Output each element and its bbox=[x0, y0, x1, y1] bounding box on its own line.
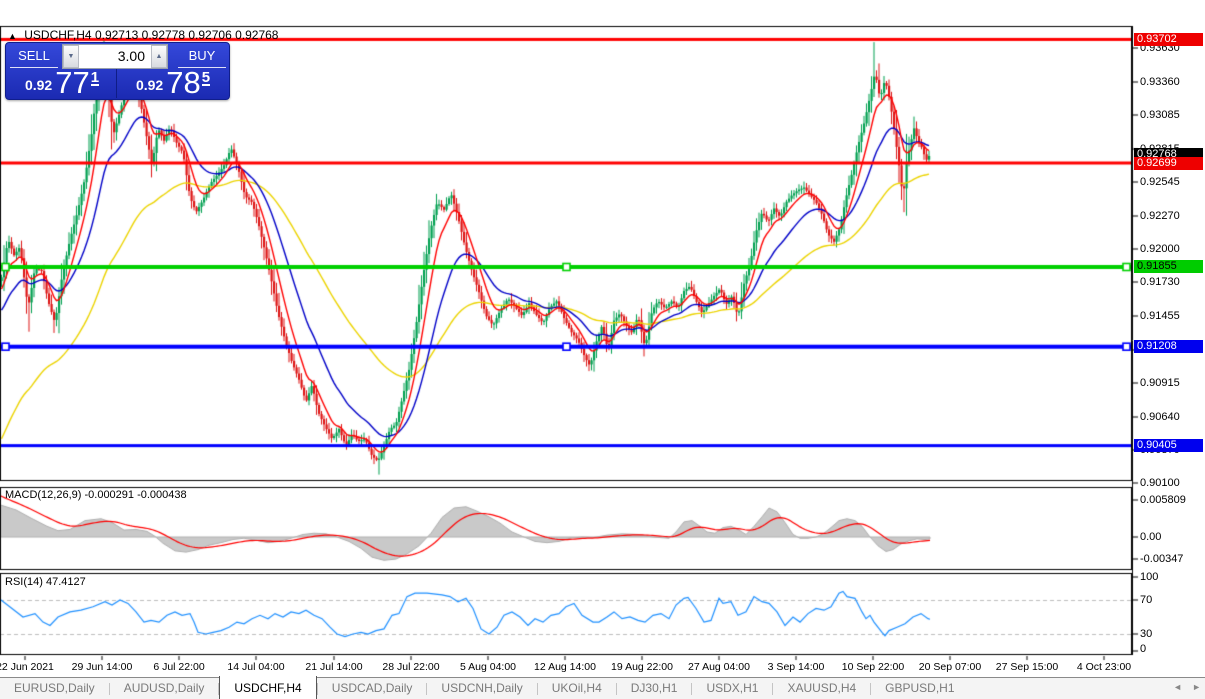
rsi-value: 47.4127 bbox=[45, 576, 86, 588]
macd-signal-value: -0.000438 bbox=[137, 489, 187, 501]
sell-price-display[interactable]: 0.92 77 1 bbox=[8, 65, 117, 100]
rsi-scale-label: 100 bbox=[1140, 571, 1159, 583]
sell-pipette: 1 bbox=[90, 69, 100, 86]
price-tag: 0.92699 bbox=[1134, 156, 1203, 170]
price-axis-tick: 0.92270 bbox=[1140, 209, 1180, 222]
time-axis-label: 4 Oct 23:00 bbox=[1076, 661, 1132, 673]
rsi-scale-label: 70 bbox=[1140, 594, 1153, 606]
time-axis-label: 29 Jun 14:00 bbox=[71, 661, 133, 673]
tab-scroll-controls: ◄ ► bbox=[1173, 682, 1201, 692]
price-tag: 0.91855 bbox=[1134, 260, 1203, 274]
chart-title: ▲ USDCHF,H4 0.92713 0.92778 0.92706 0.92… bbox=[8, 28, 278, 42]
buy-pipette: 5 bbox=[201, 69, 211, 86]
tab-separator bbox=[218, 682, 220, 695]
price-tag: 0.91208 bbox=[1134, 340, 1203, 354]
price-axis-tick: 0.90640 bbox=[1140, 410, 1180, 423]
macd-scale-label: 0.005809 bbox=[1140, 494, 1186, 507]
tab-separator bbox=[108, 682, 110, 695]
time-axis-label: 22 Jun 2021 bbox=[0, 661, 54, 673]
chart-tab-eurusd[interactable]: EURUSD,Daily bbox=[14, 681, 95, 695]
macd-scale-label: -0.00347 bbox=[1140, 552, 1184, 565]
price-tag: 0.90405 bbox=[1134, 439, 1203, 453]
chart-tab-usdcad[interactable]: USDCAD,Daily bbox=[331, 681, 413, 695]
buy-price-display[interactable]: 0.92 78 5 bbox=[118, 65, 228, 100]
tab-separator bbox=[870, 682, 872, 695]
tab-separator bbox=[316, 682, 318, 695]
volume-increase-button[interactable]: ▲ bbox=[151, 45, 167, 68]
time-axis-label: 10 Sep 22:00 bbox=[841, 661, 905, 673]
chart-tab-bar: EURUSD,Daily AUDUSD,Daily USDCHF,H4 USDCAD,… bbox=[0, 676, 1205, 699]
chart-tab-usdcnh[interactable]: USDCNH,Daily bbox=[441, 681, 523, 695]
time-axis-label: 27 Aug 04:00 bbox=[688, 661, 750, 673]
price-axis-tick: 0.93085 bbox=[1140, 109, 1180, 122]
price-tag: 0.93702 bbox=[1134, 32, 1203, 46]
price-axis-tick: 0.90100 bbox=[1140, 477, 1180, 490]
time-axis-label: 28 Jul 22:00 bbox=[382, 661, 440, 673]
tabs-scroll-left-icon[interactable]: ◄ bbox=[1173, 682, 1183, 692]
time-axis-label: 27 Sep 15:00 bbox=[995, 661, 1059, 673]
chart-ohlc-values: 0.92713 0.92778 0.92706 0.92768 bbox=[94, 28, 279, 42]
macd-main-value: -0.000291 bbox=[84, 489, 135, 501]
chart-tab-xauusd[interactable]: XAUUSD,H4 bbox=[787, 681, 857, 695]
time-axis-label: 21 Jul 14:00 bbox=[305, 661, 363, 673]
chart-tab-usdchf[interactable]: USDCHF,H4 bbox=[219, 676, 317, 699]
volume-decrease-button[interactable]: ▼ bbox=[63, 45, 79, 68]
price-axis-tick: 0.90915 bbox=[1140, 376, 1180, 389]
macd-scale-label: 0.00 bbox=[1140, 531, 1162, 543]
volume-spinner: ▼ 3.00 ▲ bbox=[62, 44, 168, 69]
time-axis-label: 6 Jul 22:00 bbox=[153, 661, 205, 673]
tab-separator bbox=[426, 682, 428, 695]
tab-separator bbox=[536, 682, 538, 695]
price-axis-tick: 0.92000 bbox=[1140, 243, 1180, 256]
time-axis-label: 12 Aug 14:00 bbox=[534, 661, 596, 673]
time-axis-label: 19 Aug 22:00 bbox=[611, 661, 673, 673]
macd-indicator-label: MACD(12,26,9) -0.000291 -0.000438 bbox=[5, 489, 187, 501]
price-axis-tick: 0.93360 bbox=[1140, 75, 1180, 88]
time-axis-label: 5 Aug 04:00 bbox=[459, 661, 517, 673]
one-click-trade-panel: SELL ▼ 3.00 ▲ BUY 0.92 77 1 0.92 78 5 bbox=[5, 42, 230, 100]
chart-tab-audusd[interactable]: AUDUSD,Daily bbox=[123, 681, 205, 695]
tab-separator bbox=[772, 682, 774, 695]
price-axis-tick: 0.92545 bbox=[1140, 175, 1180, 188]
tab-separator bbox=[691, 682, 693, 695]
sell-big-figure: 0.92 bbox=[24, 77, 53, 93]
time-axis-label: 20 Sep 07:00 bbox=[918, 661, 982, 673]
time-axis-label: 3 Sep 14:00 bbox=[767, 661, 825, 673]
chart-symbol-label: USDCHF,H4 bbox=[24, 28, 92, 42]
chart-tab-dj30[interactable]: DJ30,H1 bbox=[630, 681, 678, 695]
tabs-scroll-right-icon[interactable]: ► bbox=[1192, 682, 1201, 692]
buy-button[interactable]: BUY bbox=[178, 46, 226, 68]
volume-input[interactable]: 3.00 bbox=[117, 48, 145, 64]
sell-pips: 77 bbox=[55, 65, 90, 100]
chart-tab-gbpusd[interactable]: GBPUSD,H1 bbox=[885, 681, 955, 695]
buy-big-figure: 0.92 bbox=[135, 77, 164, 93]
rsi-scale-label: 0 bbox=[1140, 643, 1147, 655]
price-axis-tick: 0.91730 bbox=[1140, 276, 1180, 289]
buy-pips: 78 bbox=[166, 65, 201, 100]
tab-separator bbox=[615, 682, 617, 695]
sell-button[interactable]: SELL bbox=[10, 46, 58, 68]
chart-tab-ukoil[interactable]: UKOil,H4 bbox=[551, 681, 602, 695]
chart-tab-usdx[interactable]: USDX,H1 bbox=[706, 681, 759, 695]
rsi-scale-label: 30 bbox=[1140, 628, 1153, 640]
rsi-indicator-label: RSI(14) 47.4127 bbox=[5, 576, 86, 588]
time-axis-label: 14 Jul 04:00 bbox=[227, 661, 285, 673]
price-axis-tick: 0.91455 bbox=[1140, 310, 1180, 323]
collapse-panel-icon[interactable]: ▲ bbox=[8, 31, 17, 41]
